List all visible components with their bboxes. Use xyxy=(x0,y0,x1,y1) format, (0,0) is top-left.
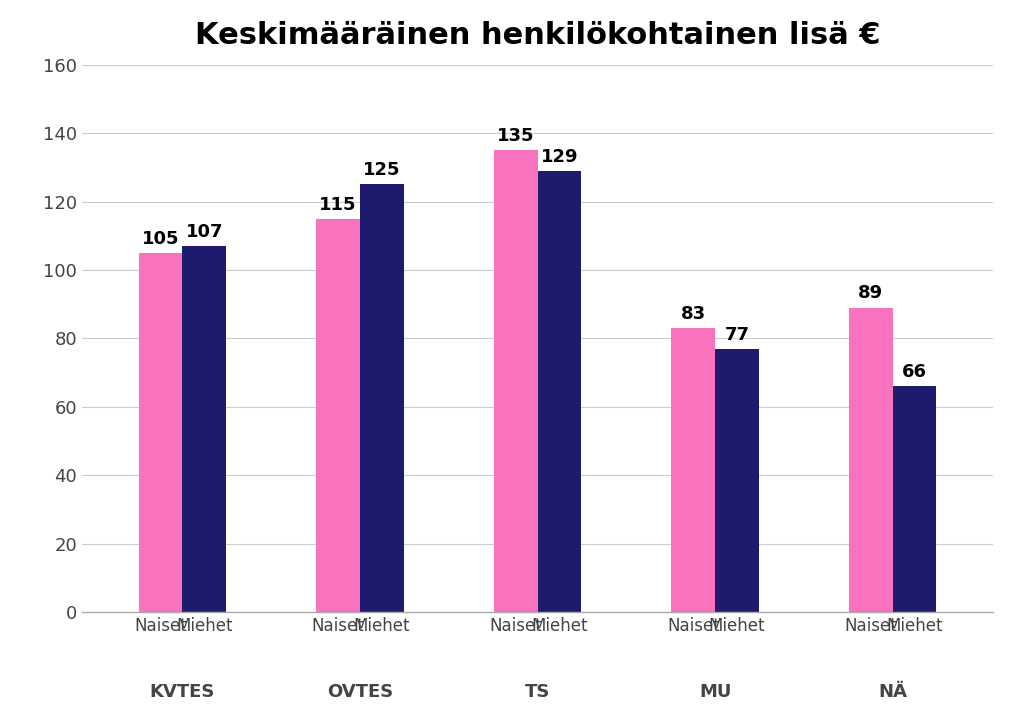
Text: 89: 89 xyxy=(858,284,884,302)
Text: MU: MU xyxy=(699,683,731,701)
Bar xyxy=(360,184,403,612)
Title: Keskimääräinen henkilökohtainen lisä €: Keskimääräinen henkilökohtainen lisä € xyxy=(195,21,881,50)
Text: 125: 125 xyxy=(364,161,400,179)
Bar xyxy=(494,150,538,612)
Bar xyxy=(893,386,937,612)
Bar xyxy=(182,246,226,612)
Text: 66: 66 xyxy=(902,363,927,381)
Text: 105: 105 xyxy=(142,230,179,248)
Text: KVTES: KVTES xyxy=(150,683,215,701)
Text: 115: 115 xyxy=(319,196,357,214)
Text: NÄ: NÄ xyxy=(879,683,907,701)
Text: 83: 83 xyxy=(681,305,706,323)
Text: TS: TS xyxy=(525,683,550,701)
Bar xyxy=(715,348,759,612)
Text: 77: 77 xyxy=(725,325,750,343)
Text: 129: 129 xyxy=(541,148,579,166)
Bar xyxy=(316,219,360,612)
Text: 107: 107 xyxy=(185,223,223,241)
Bar xyxy=(672,328,715,612)
Bar xyxy=(849,307,893,612)
Bar xyxy=(538,171,582,612)
Text: OVTES: OVTES xyxy=(327,683,393,701)
Text: 135: 135 xyxy=(497,127,535,145)
Bar xyxy=(138,253,182,612)
